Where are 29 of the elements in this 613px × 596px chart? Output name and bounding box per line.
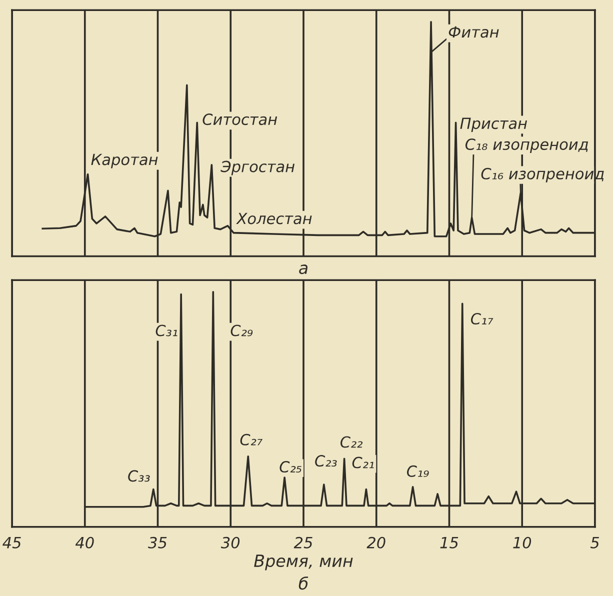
x-tick-label: 10 <box>513 536 532 548</box>
annotation: Каротан <box>91 154 158 168</box>
x-tick-label: 20 <box>366 536 386 548</box>
annotation: C₁₉ <box>406 465 429 477</box>
text: б <box>298 576 308 590</box>
x-tick-label: 35 <box>148 536 167 548</box>
x-tick-label: 25 <box>294 536 312 548</box>
annotation: Пристан <box>460 118 527 132</box>
annotation: C₂₂ <box>340 436 363 448</box>
annotation: C₂₇ <box>240 434 262 446</box>
annotation: Эргостан <box>220 160 294 176</box>
x-tick-label: 45 <box>2 537 21 548</box>
annotation: C₃₁ <box>156 324 178 336</box>
annotation: C₁₈ изопреноид <box>465 138 588 153</box>
annotation: Холестан <box>236 212 312 224</box>
annotation: C₂₉ <box>230 324 253 336</box>
x-tick-label: 5 <box>590 537 599 548</box>
annotation: C₁₇ <box>470 312 494 324</box>
annotation: C₂₃ <box>315 455 337 467</box>
annotation: Фитан <box>448 26 499 38</box>
x-tick-label: 15 <box>440 537 458 548</box>
annotation: C₂₁ <box>352 456 374 468</box>
x-axis-title: Время, мин <box>254 554 353 570</box>
x-tick-label: 40 <box>75 536 94 548</box>
text: а <box>299 264 308 274</box>
annotation: C₂₅ <box>280 461 302 473</box>
annotation: Ситостан <box>202 114 278 126</box>
annotation: C₃₃ <box>128 470 150 482</box>
x-tick-label: 30 <box>220 536 240 548</box>
